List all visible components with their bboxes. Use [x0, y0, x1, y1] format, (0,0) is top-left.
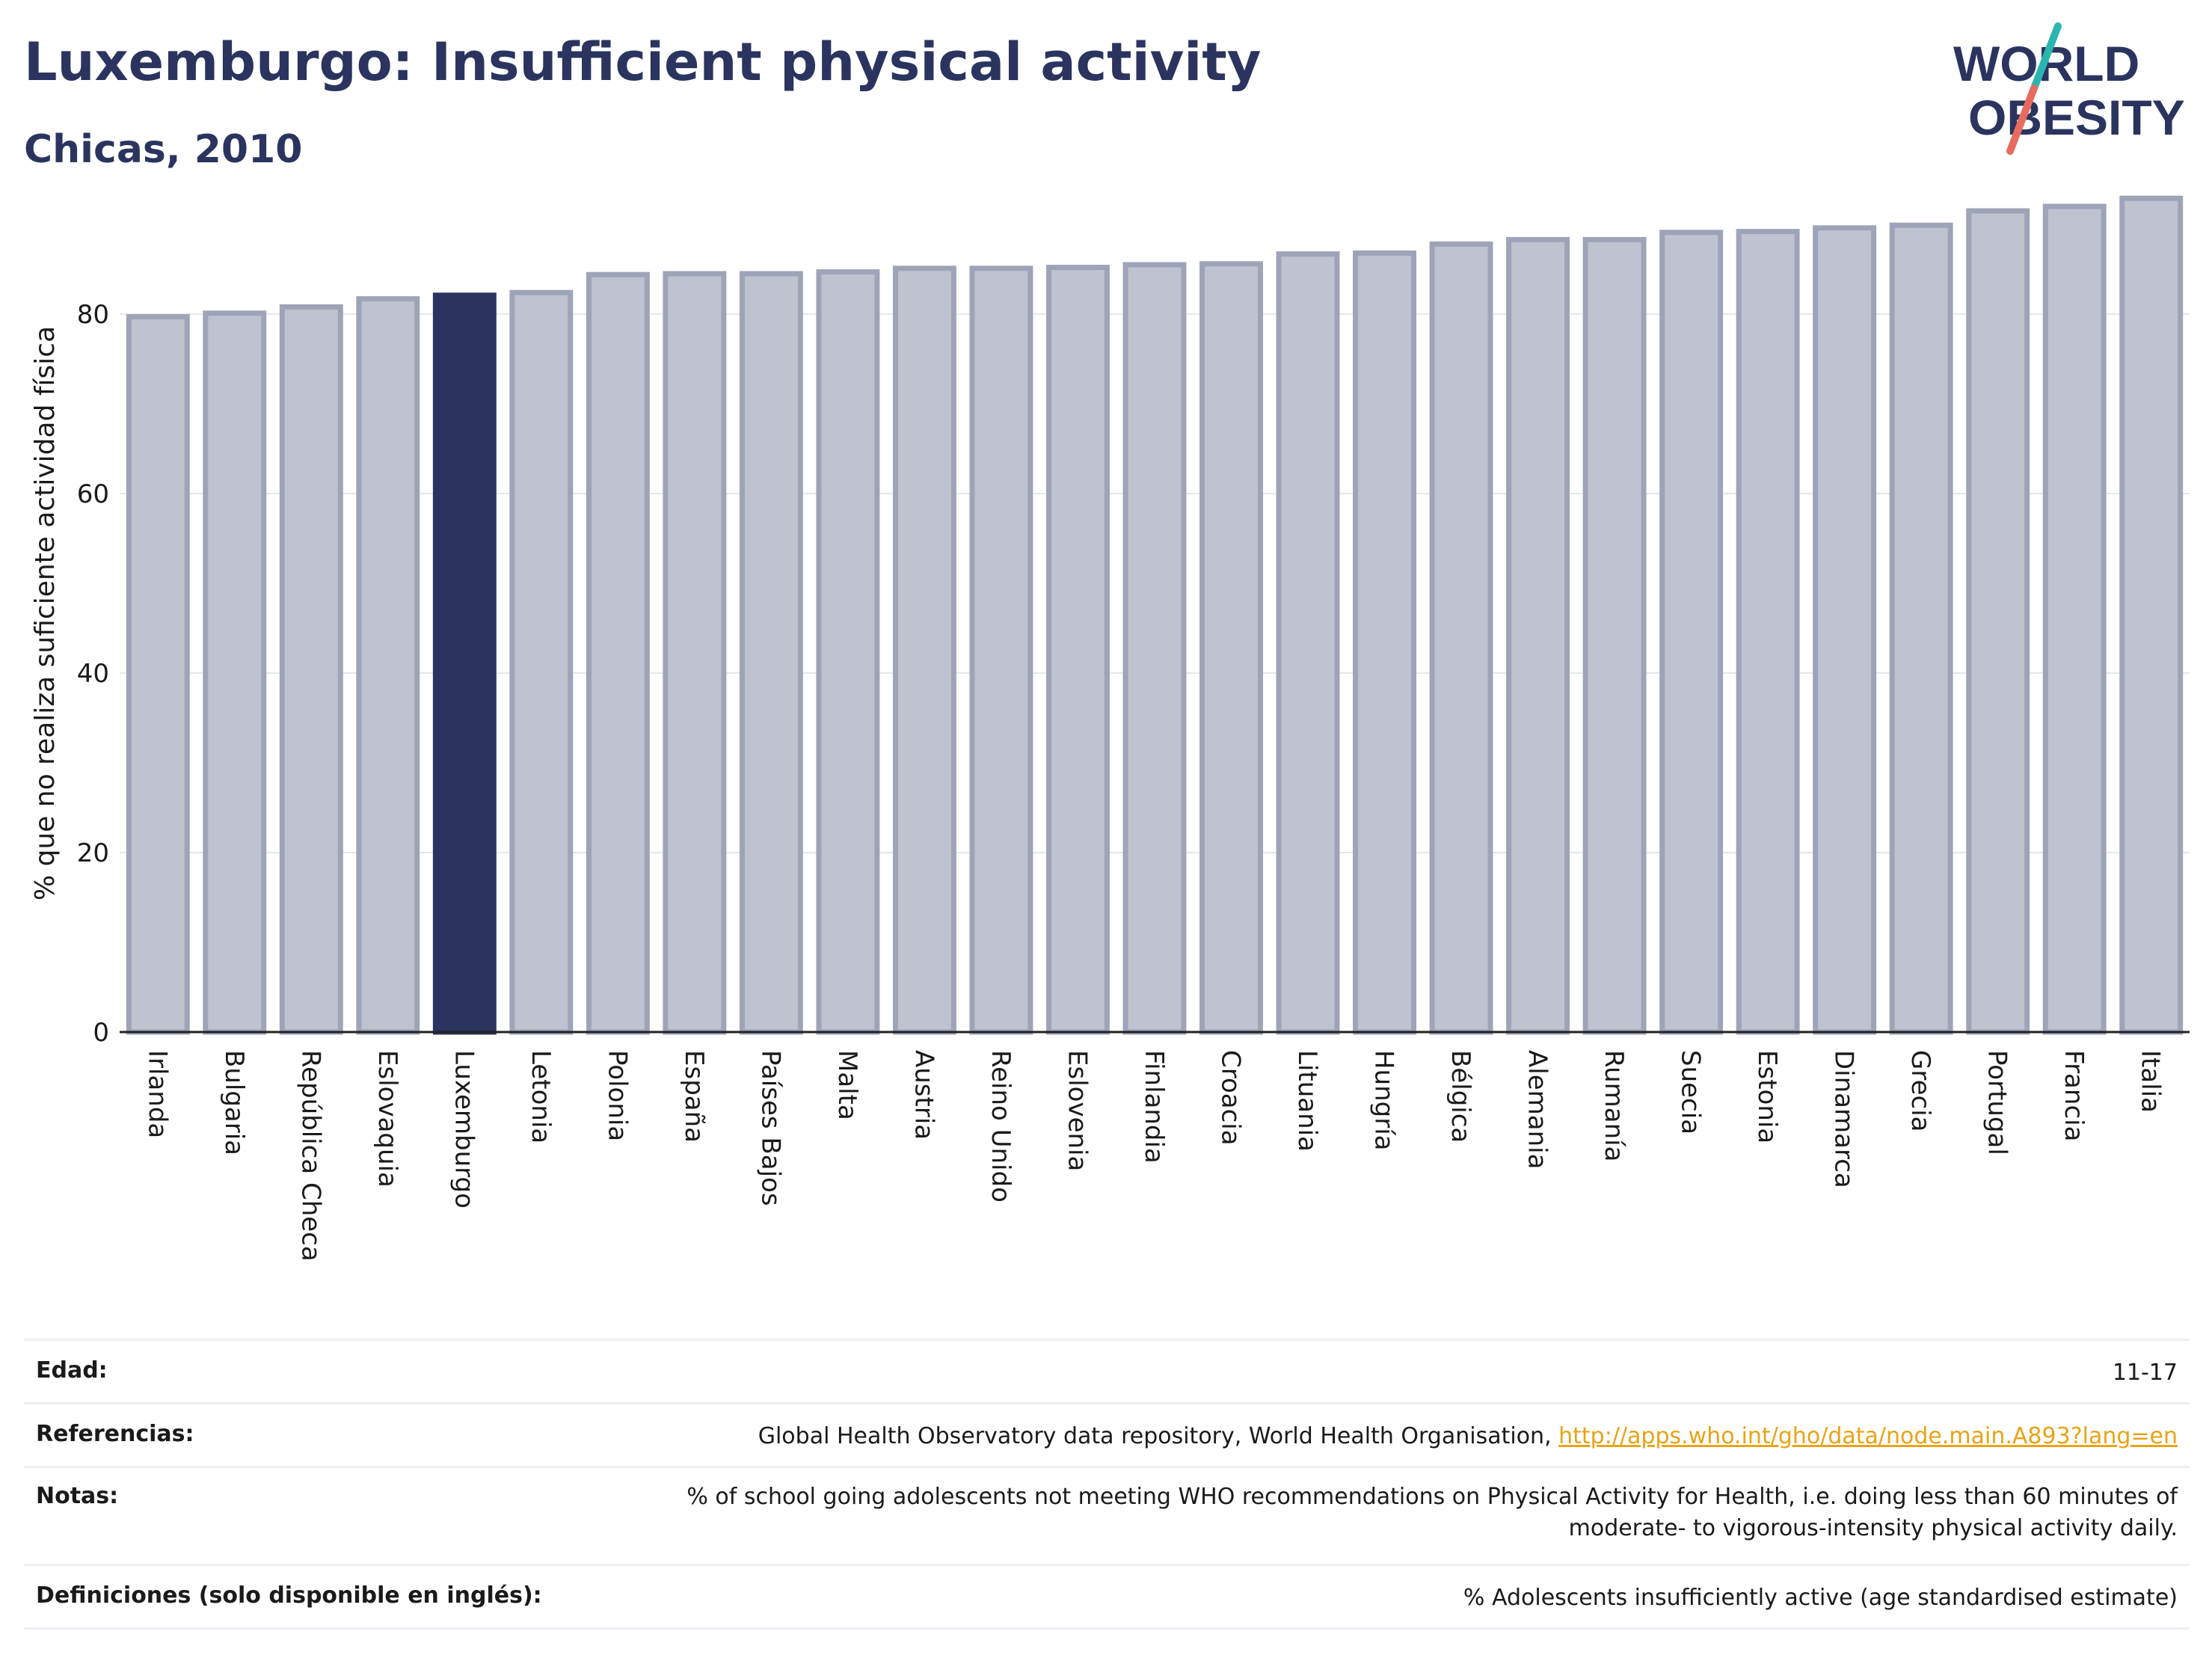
bar-luxemburgo [432, 292, 497, 1035]
world-obesity-logo: WORLD OBESITY [1953, 22, 2185, 155]
bar-estonia [1736, 229, 1800, 1035]
bar-rumanía [1582, 236, 1647, 1035]
x-tick-label: Polonia [602, 1050, 632, 1141]
y-axis-ticks: 0 20 40 60 80 [77, 300, 109, 1048]
bar-italia [2119, 195, 2184, 1035]
bar-malta [816, 269, 880, 1035]
bar-letonia [509, 289, 574, 1035]
x-tick-label: Austria [909, 1050, 938, 1140]
y-tick-label: 0 [93, 1018, 109, 1048]
bar-austria [892, 265, 956, 1035]
referencias-value: Global Health Observatory data repositor… [758, 1421, 2178, 1452]
x-tick-label: Malta [832, 1050, 862, 1120]
x-tick-label: Bulgaria [219, 1050, 249, 1155]
x-tick-label: Hungría [1369, 1050, 1399, 1151]
y-tick-label: 40 [77, 659, 109, 689]
x-axis-ticks: Irlanda Bulgaria República Checa Eslovaquia… [142, 1050, 2165, 1262]
y-tick-label: 80 [77, 300, 109, 330]
bar-hungría [1353, 250, 1417, 1035]
x-tick-label: España [679, 1050, 709, 1143]
x-tick-label: Croacia [1216, 1050, 1246, 1146]
bar-portugal [1966, 208, 2030, 1035]
bar-reino-unido [969, 265, 1033, 1035]
meta-row-referencias: Referencias: Global Health Observatory d… [24, 1402, 2190, 1466]
notas-label: Notas: [36, 1483, 119, 1509]
x-tick-label: Finlandia [1139, 1050, 1169, 1164]
bar-polonia [586, 271, 650, 1035]
notas-value: % of school going adolescents not meetin… [686, 1484, 2178, 1541]
bar-francia [2042, 203, 2107, 1035]
bar-alemania [1506, 236, 1570, 1035]
metadata-table: Edad: 11-17 Referencias: Global Health O… [24, 1339, 2190, 1630]
edad-label: Edad: [36, 1357, 108, 1384]
x-tick-label: Francia [2059, 1050, 2089, 1141]
bar-suecia [1659, 230, 1724, 1035]
x-tick-label: Grecia [1905, 1050, 1935, 1132]
x-tick-label: Luxemburgo [449, 1050, 479, 1209]
y-axis-label: % que no realiza suficiente actividad fí… [30, 326, 61, 900]
bar-república-checa [279, 304, 343, 1035]
referencias-text: Global Health Observatory data repositor… [758, 1423, 1559, 1449]
bar-irlanda [126, 314, 190, 1035]
bar-españa [663, 271, 727, 1035]
bar-grecia [1889, 222, 1953, 1035]
x-tick-label: Reino Unido [986, 1050, 1016, 1203]
logo-line-2: OBESITY [1968, 90, 2185, 145]
x-tick-label: Países Bajos [755, 1050, 785, 1206]
x-tick-label: Bélgica [1446, 1050, 1475, 1143]
meta-row-definiciones: Definiciones (solo disponible en inglés)… [24, 1564, 2190, 1630]
bar-bulgaria [203, 310, 267, 1035]
x-tick-label: Eslovaquia [372, 1050, 402, 1188]
bar-eslovenia [1046, 265, 1110, 1035]
bar-finlandia [1122, 262, 1187, 1035]
x-tick-label: Estonia [1752, 1050, 1782, 1143]
x-tick-label: Alemania [1523, 1050, 1552, 1169]
x-tick-label: Italia [2136, 1050, 2166, 1113]
x-tick-label: Letonia [526, 1050, 556, 1143]
meta-row-notas: Notas: % of school going adolescents not… [24, 1466, 2190, 1564]
logo-teal-slash [2030, 22, 2062, 92]
chart-subtitle: Chicas, 2010 [24, 127, 303, 172]
referencias-label: Referencias: [36, 1421, 194, 1447]
bar-croacia [1199, 261, 1263, 1035]
definiciones-value: % Adolescents insufficiently active (age… [1463, 1585, 2178, 1611]
bar-dinamarca [1813, 225, 1877, 1035]
x-tick-label: República Checa [295, 1050, 325, 1262]
bar-chart: 0 20 40 60 80 Irlanda Bulgaria República Checa… [30, 195, 2190, 1262]
x-tick-label: Irlanda [142, 1050, 172, 1138]
x-tick-label: Dinamarca [1829, 1050, 1859, 1188]
bar-lituania [1276, 251, 1340, 1035]
y-tick-label: 60 [77, 479, 109, 509]
bar-bélgica [1429, 241, 1493, 1035]
bar-países-bajos [739, 271, 803, 1035]
bars [126, 195, 2184, 1035]
y-tick-label: 20 [77, 838, 109, 868]
x-tick-label: Portugal [1982, 1050, 2012, 1155]
definiciones-label: Definiciones (solo disponible en inglés)… [36, 1582, 542, 1609]
logo-coral-slash [2006, 85, 2038, 155]
x-tick-label: Eslovenia [1062, 1050, 1092, 1171]
referencias-link[interactable]: http://apps.who.int/gho/data/node.main.A… [1558, 1423, 2178, 1449]
edad-value: 11-17 [2112, 1360, 2178, 1386]
meta-row-edad: Edad: 11-17 [24, 1339, 2190, 1402]
bar-eslovaquia [356, 296, 420, 1035]
x-tick-label: Rumanía [1599, 1050, 1629, 1161]
x-tick-label: Lituania [1292, 1050, 1322, 1152]
chart-title: Luxemburgo: Insufficient physical activi… [24, 31, 1262, 93]
x-tick-label: Suecia [1676, 1050, 1706, 1134]
